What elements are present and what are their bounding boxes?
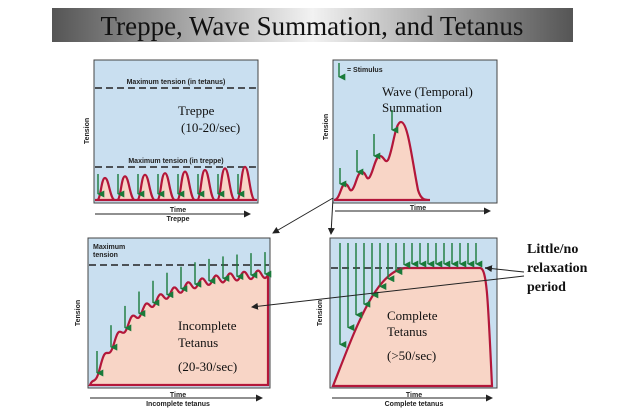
plot-area bbox=[93, 59, 259, 204]
panel-treppe: Maximum tension (in tetanus) Maximum ten… bbox=[84, 59, 259, 223]
x-axis: Time bbox=[170, 207, 186, 214]
caption: Incomplete tetanus bbox=[146, 401, 210, 408]
x-axis: Time bbox=[170, 392, 186, 399]
line-label: Maximum tension (in treppe) bbox=[128, 158, 223, 165]
x-axis: Time bbox=[410, 205, 426, 212]
label: Tetanus bbox=[387, 324, 427, 339]
line-label: tension bbox=[93, 252, 118, 259]
label: Summation bbox=[382, 100, 442, 115]
x-axis: Time bbox=[406, 392, 422, 399]
label: Wave (Temporal) bbox=[382, 84, 473, 99]
title-bar bbox=[52, 8, 573, 42]
annotation-line: period bbox=[527, 280, 566, 295]
annotation-line: Little/no bbox=[527, 242, 578, 257]
y-axis: Tension bbox=[323, 114, 330, 140]
line-label: Maximum bbox=[93, 244, 125, 251]
annotation: Little/no relaxation period bbox=[251, 197, 588, 310]
y-axis: Tension bbox=[84, 118, 91, 144]
legend: = Stimulus bbox=[347, 67, 383, 74]
y-axis: Tension bbox=[317, 300, 324, 326]
label: (10-20/sec) bbox=[181, 120, 240, 135]
label: Complete bbox=[387, 308, 438, 323]
label: Incomplete bbox=[178, 318, 237, 333]
label: (20-30/sec) bbox=[178, 359, 237, 374]
summation-curve bbox=[333, 120, 431, 202]
title: Treppe, Wave Summation, and Tetanus bbox=[101, 11, 524, 41]
panel-incomplete: Maximum tension Incomplete Tetanus (20-3… bbox=[75, 237, 272, 408]
label: (>50/sec) bbox=[387, 348, 436, 363]
line-label: Maximum tension (in tetanus) bbox=[127, 79, 226, 86]
pointer bbox=[327, 197, 335, 235]
label: Tetanus bbox=[178, 335, 218, 350]
pointer bbox=[485, 265, 525, 273]
panel-summation: = Stimulus Wave (Temporal) Summation Ten… bbox=[323, 59, 498, 215]
pointer bbox=[251, 275, 525, 310]
caption: Treppe bbox=[167, 216, 190, 223]
y-axis: Tension bbox=[75, 300, 82, 326]
caption: Complete tetanus bbox=[385, 401, 444, 408]
label: Treppe bbox=[178, 103, 215, 118]
annotation-line: relaxation bbox=[527, 261, 588, 276]
panel-complete: Complete Tetanus (>50/sec) Tension Time … bbox=[317, 237, 498, 408]
pointer bbox=[272, 197, 334, 234]
